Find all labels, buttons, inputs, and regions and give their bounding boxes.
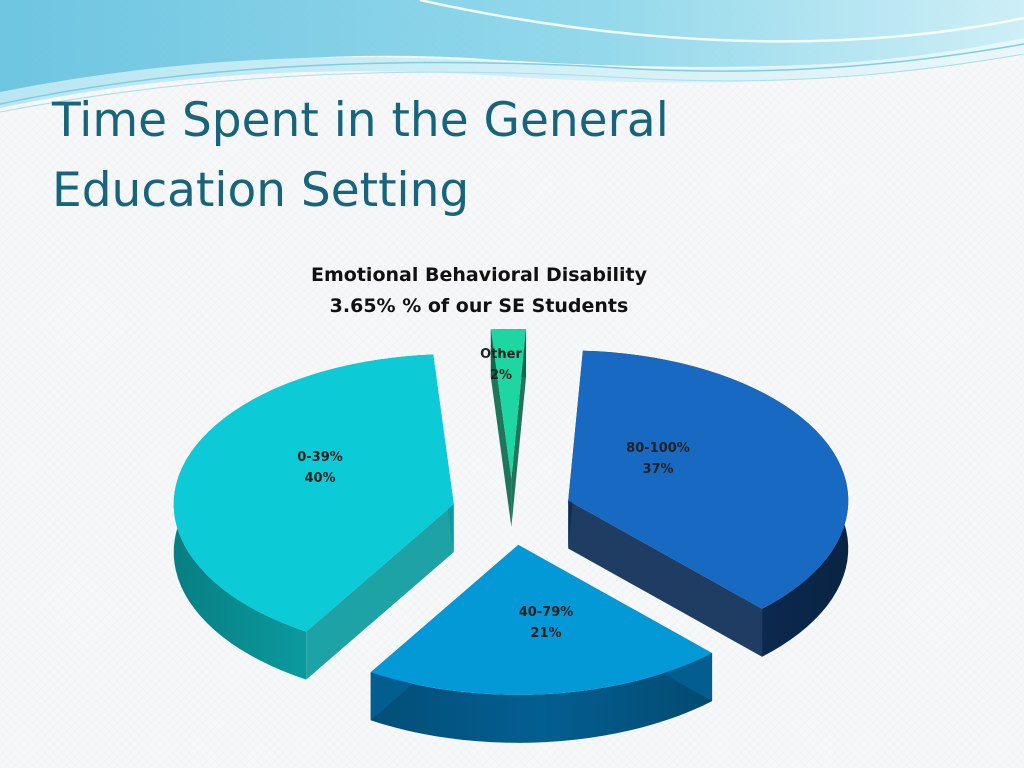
page-title: Time Spent in the General Education Sett… [52, 93, 669, 218]
pie-slice-other [490, 329, 527, 528]
pie-slices: 80-100% 37% 40-79% 21% 0-39% 40% Other 2% [173, 329, 849, 743]
pie-slice-40-79- [370, 544, 713, 743]
chart-title-line-1: Emotional Behavioral Disability [311, 264, 648, 286]
slice-label-name: 80-100% [626, 441, 690, 456]
slice-label-percent: 37% [642, 462, 673, 477]
slice-label-percent: 2% [490, 368, 512, 383]
slice-label-percent: 21% [530, 626, 561, 641]
slice-label-name: Other [480, 347, 522, 362]
slice-label-name: 0-39% [297, 450, 343, 465]
slice-label-percent: 40% [304, 471, 335, 486]
pie-slice-80-100- [568, 350, 849, 657]
chart-title-line-2: 3.65% % of our SE Students [330, 295, 629, 317]
slice-label-name: 40-79% [519, 605, 574, 620]
pie-slice-0-39- [173, 354, 454, 680]
header-wave-decoration [0, 0, 1024, 113]
